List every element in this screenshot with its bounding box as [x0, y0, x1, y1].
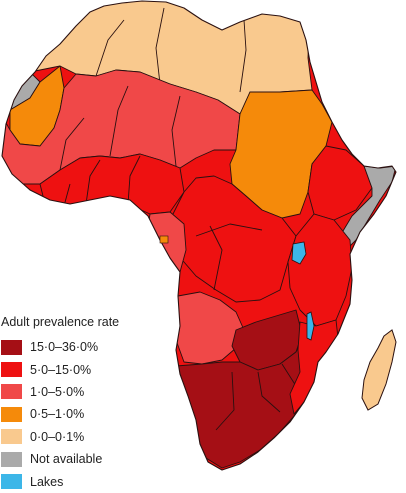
- region-small-orange: [159, 235, 169, 244]
- africa-outline: [1, 0, 397, 471]
- legend-item-lakes: Lakes: [0, 470, 180, 492]
- legend-label-5-15: 5·0–15·0%: [30, 362, 92, 377]
- legend-title: Adult prevalence rate: [1, 315, 120, 329]
- border-west-coast-2: [127, 155, 141, 205]
- legend-swatch-lakes: [1, 474, 22, 490]
- lake-malawi: [306, 311, 315, 341]
- legend-item-0-01: 0·0–0·1%: [0, 426, 180, 448]
- legend-label-05-1: 0·5–1·0%: [30, 407, 85, 422]
- border-southern-1: [215, 371, 235, 431]
- legend-item-15-36: 15·0–36·0%: [0, 336, 180, 358]
- legend-item-5-15: 5·0–15·0%: [0, 358, 180, 380]
- border-southern-3: [281, 363, 297, 387]
- border-west-coast-3: [63, 183, 71, 207]
- legend-swatch-5-15: [1, 362, 22, 378]
- border-southern-2: [257, 371, 281, 413]
- lake-victoria: [291, 241, 307, 265]
- legend-label-0-01: 0·0–0·1%: [30, 429, 85, 444]
- border-sahel-3: [59, 117, 85, 171]
- legend-swatch-1-5: [1, 384, 22, 400]
- legend-label-not-available: Not available: [30, 452, 103, 467]
- border-west-coast-1: [85, 159, 101, 205]
- region-sudan: [229, 89, 333, 219]
- legend-item-not-available: Not available: [0, 448, 180, 470]
- legend-item-1-5: 1·0–5·0%: [0, 381, 180, 403]
- legend-swatch-05-1: [1, 406, 22, 422]
- border-north-2: [155, 7, 165, 85]
- legend-label-1-5: 1·0–5·0%: [30, 384, 85, 399]
- border-sahel-1: [109, 85, 129, 157]
- legend-item-05-1: 0·5–1·0%: [0, 403, 180, 425]
- legend-swatch-15-36: [1, 339, 22, 355]
- legend-swatch-0-01: [1, 429, 22, 445]
- border-central-1: [195, 223, 263, 237]
- legend-label-15-36: 15·0–36·0%: [30, 340, 99, 355]
- border-central-2: [209, 225, 223, 291]
- legend-swatch-not-available: [1, 451, 22, 467]
- legend: Adult prevalence rate 15·0–36·0% 5·0–15·…: [0, 314, 180, 493]
- legend-label-lakes: Lakes: [30, 474, 64, 489]
- border-north-3: [239, 19, 247, 93]
- region-madagascar: [361, 329, 397, 411]
- border-sahel-2: [171, 95, 181, 167]
- border-north-1: [95, 19, 125, 77]
